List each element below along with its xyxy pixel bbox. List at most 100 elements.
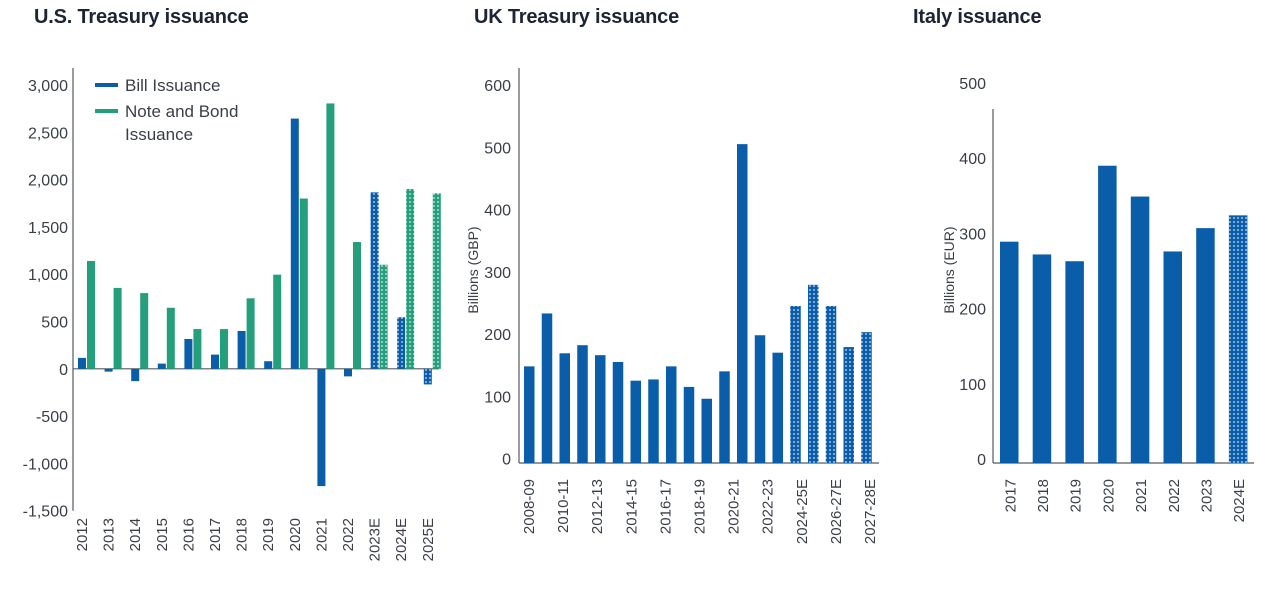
italy-bar-2020	[1098, 165, 1117, 463]
us-bill-bar-2016	[184, 339, 193, 369]
us-note-bond-bar-2014	[140, 293, 149, 369]
us-x-tick-label: 2014	[127, 518, 144, 551]
uk-bar-2027-28e	[861, 332, 872, 463]
us-bill-bar-2025e	[423, 368, 432, 385]
us-bill-bar-2014	[131, 368, 140, 382]
uk-x-tick-label: 2014-15	[623, 479, 640, 534]
us-y-tick-label: 0	[59, 362, 68, 379]
italy-y-tick-label: 300	[959, 226, 986, 243]
uk-x-tick-label: 2022-23	[760, 479, 777, 534]
us-note-bond-bar-2018	[246, 298, 255, 369]
italy-chart-title: Italy issuance	[913, 6, 1042, 28]
legend-label-bill-issuance: Bill Issuance	[125, 76, 220, 95]
legend-swatch-bill-issuance	[95, 83, 118, 87]
us-note-bond-bar-2013	[113, 287, 122, 369]
us-bill-bar-2019	[264, 361, 273, 369]
us-bill-bar-2017	[211, 354, 219, 369]
uk-treasury-chart: 0 100 200 300 400 500 600 2008-09 2010-11 2012-13…	[465, 68, 879, 544]
us-x-tick-label: 2023E	[367, 518, 384, 561]
legend-label-note-bond-issuance: Note and Bond Issuance	[125, 102, 238, 144]
us-note-bond-bar-2022	[353, 242, 361, 369]
uk-y-tick-label: 200	[484, 327, 511, 344]
uk-x-tick-label: 2010-11	[555, 479, 572, 533]
uk-bar-2014-15	[630, 380, 641, 463]
uk-y-tick-label: 300	[484, 265, 511, 282]
italy-x-tick-label: 2019	[1068, 479, 1085, 512]
us-x-tick-label: 2022	[340, 518, 357, 551]
us-x-tick-label: 2015	[154, 518, 171, 551]
italy-y-tick-label: 500	[959, 76, 986, 93]
uk-x-tick-label: 2018-19	[692, 479, 709, 534]
us-bill-bar-2012	[78, 357, 86, 369]
us-note-bond-bar-2019	[273, 274, 282, 369]
italy-bar-2018	[1032, 254, 1052, 463]
us-bill-bar-2020	[290, 118, 299, 369]
italy-x-tick-label: 2020	[1100, 479, 1117, 512]
uk-bar-2012-13	[595, 355, 606, 463]
italy-bar-2019	[1065, 261, 1084, 463]
italy-y-tick-label: 200	[959, 302, 986, 319]
italy-bar-2017	[1000, 241, 1019, 463]
us-note-bond-bar-2020	[299, 198, 308, 369]
italy-x-tick-label: 2023	[1198, 479, 1215, 512]
uk-x-tick-label: 2008-09	[521, 479, 538, 534]
uk-bar-2011-12	[577, 345, 588, 463]
italy-y-tick-label: 100	[959, 377, 986, 394]
italy-x-tick-label: 2021	[1133, 479, 1150, 512]
uk-x-tick-label: 2024-25E	[794, 479, 811, 544]
uk-x-tick-label: 2027-28E	[862, 479, 879, 544]
uk-x-tick-label: 2020-21	[726, 479, 743, 534]
legend-label-line: Note and Bond	[125, 102, 238, 121]
uk-bar-2015-16	[648, 379, 659, 463]
uk-x-tick-label: 2012-13	[589, 479, 606, 534]
legend-label-line: Issuance	[125, 125, 193, 144]
us-x-tick-label: 2021	[313, 518, 330, 551]
us-y-tick-label: 1,000	[28, 267, 68, 284]
uk-y-tick-label: 400	[484, 203, 511, 220]
us-bill-bar-2021	[317, 368, 326, 487]
uk-x-tick-label: 2016-17	[657, 479, 674, 534]
us-y-tick-label: 1,500	[28, 220, 68, 237]
italy-y-tick-label: 0	[977, 452, 986, 469]
us-note-bond-bar-2023e	[379, 264, 388, 369]
uk-bar-2022-23	[772, 352, 783, 463]
us-treasury-chart: 3,000 2,500 2,000 1,500 1,000 500 0 -500 -1,000 -…	[23, 68, 441, 561]
us-note-bond-bar-2021	[326, 103, 335, 369]
uk-y-tick-label: 500	[484, 140, 511, 157]
italy-bar-2022	[1163, 251, 1182, 463]
italy-bar-2023	[1196, 228, 1215, 463]
us-x-tick-label: 2024E	[393, 518, 410, 561]
uk-y-axis-label: Billions (GBP)	[465, 226, 481, 313]
us-x-tick-label: 2012	[74, 518, 91, 551]
us-x-tick-label: 2016	[180, 518, 197, 551]
uk-bar-2010-11	[559, 353, 570, 463]
uk-bar-2023-24e	[790, 305, 801, 463]
legend-swatch-note-bond-issuance	[95, 109, 118, 113]
us-note-bond-bar-2024e	[406, 189, 415, 369]
uk-y-tick-label: 100	[484, 389, 511, 406]
us-x-tick-label: 2013	[101, 518, 118, 551]
us-legend: Bill Issuance Note and Bond Issuance	[95, 76, 238, 144]
us-bill-bar-2022	[344, 368, 352, 377]
us-note-bond-bar-2025e	[432, 193, 441, 369]
us-bill-bar-2023e	[370, 192, 379, 369]
us-x-tick-label: 2020	[287, 518, 304, 551]
us-chart-title: U.S. Treasury issuance	[34, 6, 249, 28]
italy-x-tick-label: 2024E	[1231, 479, 1248, 522]
italy-bar-2024e	[1228, 215, 1248, 463]
uk-y-tick-label: 0	[502, 452, 511, 469]
us-y-tick-label: -500	[36, 409, 68, 426]
italy-x-tick-label: 2017	[1002, 479, 1019, 512]
italy-x-tick-label: 2022	[1166, 479, 1183, 512]
uk-bar-2024-25e	[808, 284, 819, 463]
us-y-tick-label: 2,000	[28, 173, 68, 190]
uk-bar-2008-09	[524, 366, 535, 463]
uk-chart-title: UK Treasury issuance	[474, 6, 679, 28]
uk-bar-2026-27e	[843, 347, 854, 463]
italy-y-tick-label: 400	[959, 151, 986, 168]
italy-x-tick-label: 2018	[1035, 479, 1052, 512]
us-x-tick-label: 2017	[207, 518, 224, 551]
us-y-tick-label: -1,000	[23, 456, 68, 473]
us-y-tick-label: 500	[41, 315, 68, 332]
